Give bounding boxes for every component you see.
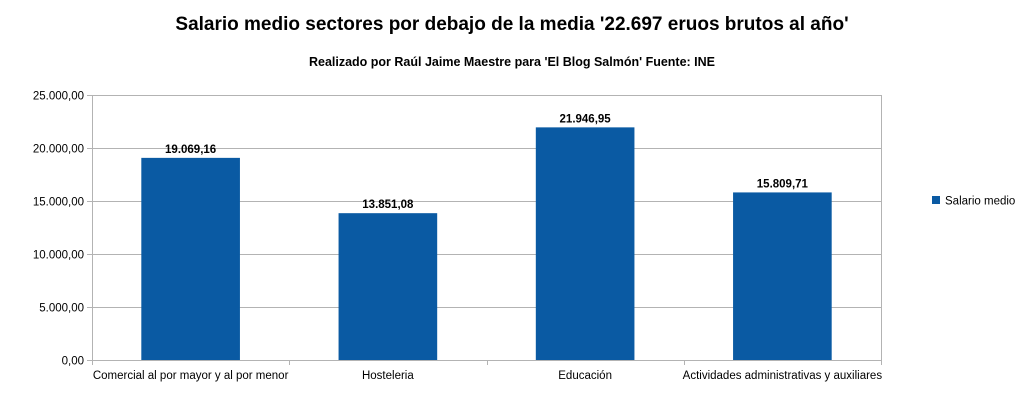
data-label: 19.069,16 <box>165 144 216 156</box>
chart-title: Salario medio sectores por debajo de la … <box>175 14 849 35</box>
bar <box>141 157 240 360</box>
y-tick-label: 10.000,00 <box>33 250 84 262</box>
y-tick-label: 0,00 <box>62 356 84 368</box>
y-tick-label: 5.000,00 <box>39 303 84 315</box>
x-category-label: Hosteleria <box>362 370 414 382</box>
bar <box>733 192 832 360</box>
legend-swatch <box>932 196 940 204</box>
bars-layer <box>141 127 832 360</box>
labels-layer: 0,00 5.000,00 10.000,00 15.000,00 20.000,00 2… <box>33 91 882 383</box>
bar <box>535 127 635 360</box>
y-tick-label: 25.000,00 <box>33 91 84 103</box>
data-label: 13.851,08 <box>362 199 414 211</box>
chart-subtitle: Realizado por Raúl Jaime Maestre para 'E… <box>308 55 716 69</box>
y-tick-label: 20.000,00 <box>33 144 84 156</box>
x-category-label: Actividades administrativas y auxiliares <box>683 370 883 382</box>
legend-label: Salario medio <box>945 196 1015 208</box>
data-label: 15.809,71 <box>757 178 809 190</box>
x-category-label: Comercial al por mayor y al por menor <box>93 370 289 382</box>
legend: Salario medio <box>932 196 1015 208</box>
x-category-label: Educación <box>558 370 612 382</box>
bar <box>338 213 438 360</box>
data-label: 21.946,95 <box>560 113 612 125</box>
y-tick-label: 15.000,00 <box>33 197 84 209</box>
